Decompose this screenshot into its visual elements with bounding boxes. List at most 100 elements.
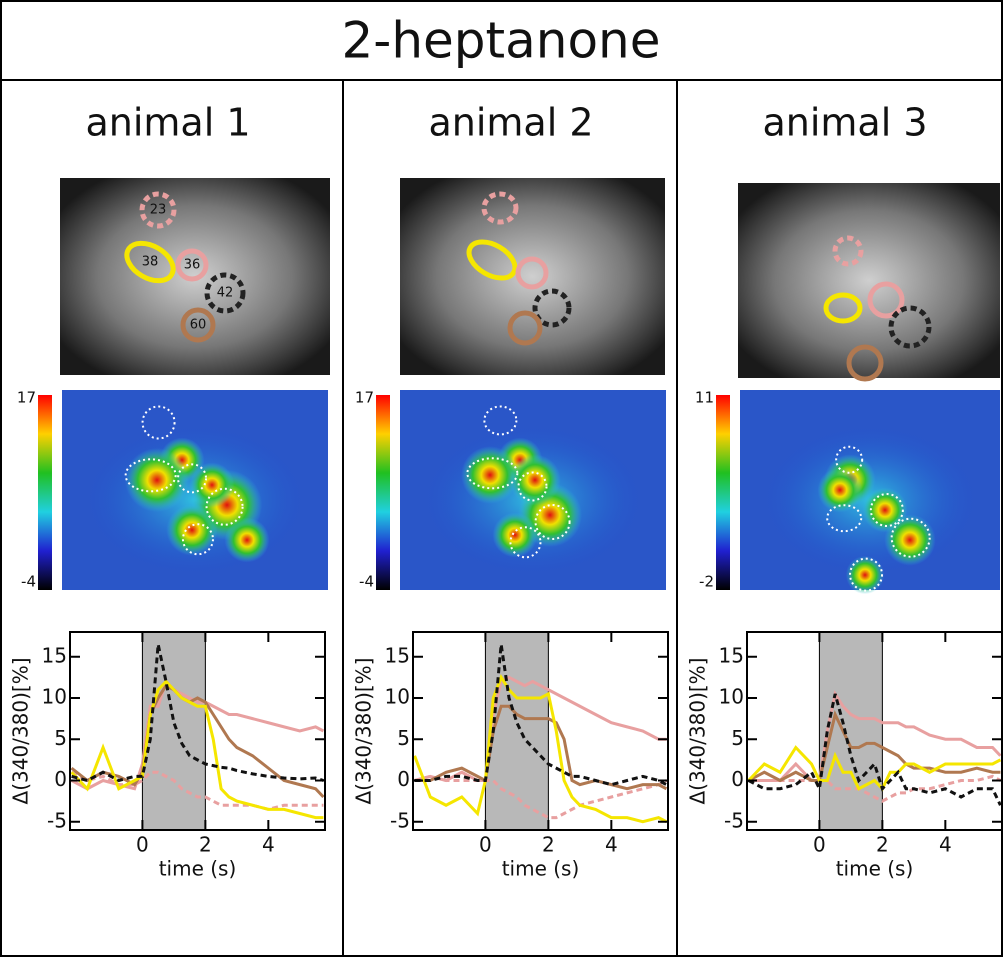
series-line — [414, 644, 668, 787]
colorbar — [376, 395, 390, 590]
colorbar — [716, 395, 730, 590]
colorbar-max: 17 — [355, 389, 374, 407]
roi-outline — [205, 487, 244, 526]
roi — [175, 248, 209, 282]
roi — [867, 281, 905, 319]
colorbar-max: 17 — [17, 389, 36, 407]
roi-outline — [141, 405, 176, 440]
panel-label: animal 1 — [85, 101, 250, 145]
y-tick-label: 5 — [731, 726, 744, 750]
y-tick-label: -5 — [724, 808, 744, 832]
heatmap-spot — [224, 517, 270, 563]
heatmap-spot — [125, 448, 189, 512]
roi — [180, 307, 216, 343]
roi-outline — [181, 523, 214, 556]
x-axis-label: time (s) — [836, 857, 914, 881]
x-tick-label: 0 — [813, 833, 826, 857]
roi — [466, 239, 518, 281]
roi-outline — [517, 471, 548, 502]
y-tick-label: -5 — [47, 808, 67, 832]
roi — [139, 191, 177, 229]
y-tick-label: 0 — [731, 767, 744, 791]
y-tick-label: 0 — [397, 767, 410, 791]
heatmap-spot — [845, 555, 885, 595]
series-line — [413, 674, 668, 824]
roi — [832, 235, 864, 267]
plot-frame — [746, 631, 1003, 831]
x-axis-label: time (s) — [502, 857, 580, 881]
roi-label: 60 — [190, 318, 207, 333]
heatmap-spot — [189, 462, 235, 508]
series-line — [71, 644, 324, 783]
series-line — [70, 679, 324, 820]
roi — [204, 272, 246, 314]
panel-label: animal 2 — [428, 101, 593, 145]
plot-frame — [412, 631, 669, 831]
colorbar-min: -2 — [699, 573, 714, 591]
roi-outline — [483, 405, 518, 436]
figure-title: 2-heptanone — [341, 12, 660, 70]
stimulus-shade — [818, 631, 883, 831]
x-tick-label: 2 — [199, 833, 212, 857]
x-axis-label: time (s) — [159, 857, 237, 881]
roi-label: 23 — [150, 203, 167, 218]
roi-outline — [466, 457, 519, 490]
heatmap-spot — [461, 446, 519, 504]
y-tick-label: 10 — [42, 685, 67, 709]
y-tick-label: 15 — [42, 643, 67, 667]
colorbar-min: -4 — [21, 573, 36, 591]
roi — [846, 344, 884, 382]
roi-outline — [835, 445, 864, 474]
y-tick-label: 15 — [385, 643, 410, 667]
x-tick-label: 4 — [262, 833, 275, 857]
x-tick-label: 2 — [542, 833, 555, 857]
y-tick-label: 0 — [54, 767, 67, 791]
heatmap-spot — [492, 512, 538, 558]
y-tick-label: -5 — [390, 808, 410, 832]
x-tick-label: 2 — [876, 833, 889, 857]
roi-outline — [509, 526, 542, 559]
y-tick-label: 15 — [719, 643, 744, 667]
colorbar-max: 11 — [695, 389, 714, 407]
roi-outline — [534, 503, 571, 540]
x-tick-label: 0 — [136, 833, 149, 857]
roi-outline — [124, 458, 177, 493]
stimulus-shade — [484, 631, 549, 831]
roi — [515, 256, 549, 290]
heatmap-spot — [166, 504, 218, 556]
roi — [823, 292, 863, 324]
roi — [481, 191, 519, 225]
y-tick-label: 5 — [54, 726, 67, 750]
brightfield-image — [400, 178, 665, 375]
colorbar-min: -4 — [359, 573, 374, 591]
x-tick-label: 0 — [479, 833, 492, 857]
roi-outline — [890, 517, 931, 558]
panel-label: animal 3 — [762, 101, 927, 145]
roi-outline — [826, 504, 863, 533]
colorbar — [38, 395, 52, 590]
y-tick-label: 10 — [719, 685, 744, 709]
roi-label: 36 — [184, 258, 201, 273]
y-tick-label: 10 — [385, 685, 410, 709]
series-line — [747, 745, 1002, 792]
heatmap-spot — [817, 467, 863, 513]
roi — [888, 305, 932, 349]
roi — [507, 310, 543, 346]
x-tick-label: 4 — [939, 833, 952, 857]
roi-label: 42 — [217, 286, 234, 301]
roi — [124, 240, 176, 284]
roi — [532, 288, 572, 328]
series-line — [747, 710, 1001, 783]
plot-frame — [69, 631, 326, 831]
roi-outline — [849, 557, 884, 592]
y-axis-label: Δ(340/380)[%] — [352, 658, 376, 805]
x-tick-label: 4 — [605, 833, 618, 857]
series-line — [747, 693, 1002, 806]
roi-outline — [177, 463, 208, 494]
y-tick-label: 5 — [397, 726, 410, 750]
roi-label: 38 — [142, 255, 159, 270]
heatmap-spot — [509, 454, 561, 506]
roi-outline — [869, 493, 904, 527]
